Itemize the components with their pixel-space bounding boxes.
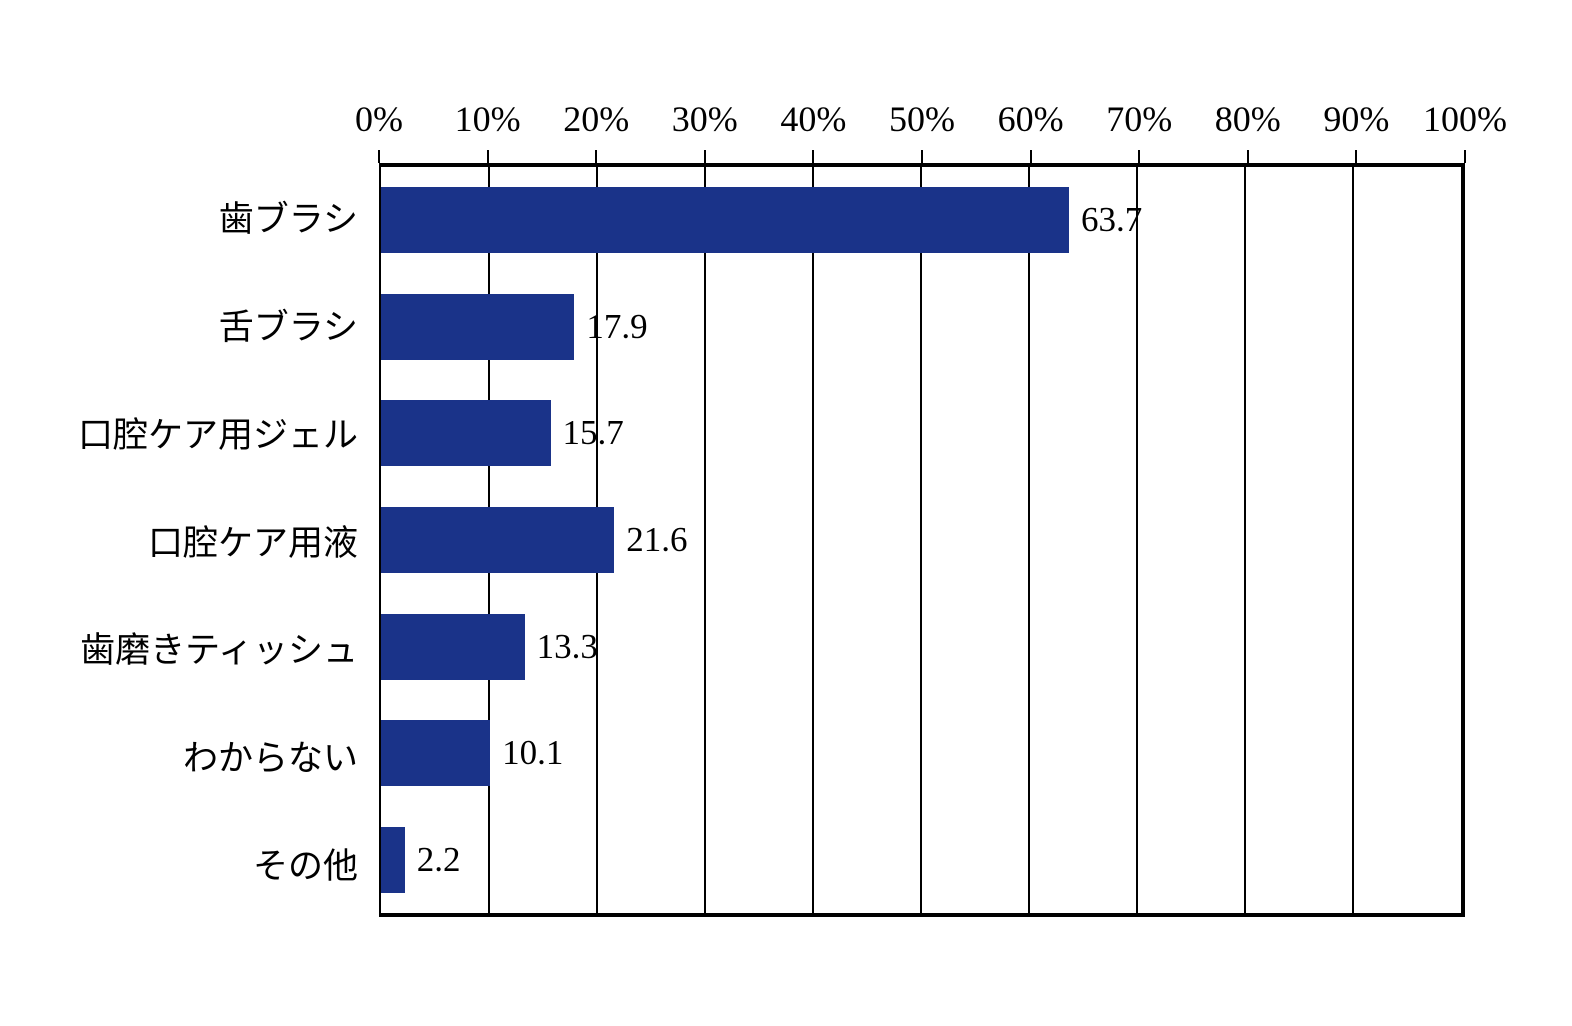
category-label: 舌ブラシ — [218, 308, 358, 348]
bar-row: 2.2 — [381, 806, 1461, 913]
bar-value-label: 21.6 — [626, 520, 688, 560]
gridline — [920, 167, 922, 913]
x-axis-tick-label: 0% — [355, 99, 403, 139]
x-axis-tick-label: 30% — [671, 99, 738, 139]
bar-value-label: 2.2 — [416, 839, 461, 879]
x-axis-tick — [486, 150, 489, 163]
bar-rows: 63.7 17.9 15.7 21.6 13.3 10.1 2.2 — [381, 167, 1461, 913]
x-axis-tick-label: 80% — [1214, 99, 1281, 139]
x-axis-tick — [1246, 150, 1249, 163]
x-axis-tick-label: 70% — [1106, 99, 1173, 139]
bar — [381, 720, 491, 787]
bar-row: 13.3 — [381, 593, 1461, 700]
bar — [381, 613, 525, 680]
category-label: わからない — [182, 738, 358, 778]
x-axis-tick — [703, 150, 706, 163]
bar-row: 15.7 — [381, 380, 1461, 487]
plot-area: 63.7 17.9 15.7 21.6 13.3 10.1 2.2 — [379, 163, 1465, 917]
gridline — [1136, 167, 1138, 913]
bar-row: 63.7 — [381, 167, 1461, 274]
x-axis-tick — [1138, 150, 1141, 163]
x-axis-tick — [1355, 150, 1358, 163]
gridline — [1028, 167, 1030, 913]
gridline — [704, 167, 706, 913]
x-axis-tick-label: 40% — [780, 99, 847, 139]
bar — [381, 293, 575, 360]
x-axis-tick-labels: 0% 10% 20% 30% 40% 50% 60% 70% 80% 90% 100% — [355, 96, 1507, 142]
x-axis-tick — [1029, 150, 1032, 163]
x-axis-tick-label: 50% — [889, 99, 955, 139]
category-axis: 歯ブラシ舌ブラシ口腔ケア用ジェル口腔ケア用液歯磨きティッシュわからないその他 — [0, 163, 358, 917]
category-label: 歯ブラシ — [218, 200, 358, 240]
x-axis-ticks — [378, 150, 1466, 163]
category-label: その他 — [252, 846, 358, 886]
bar — [381, 826, 405, 893]
bar-value-label: 13.3 — [536, 626, 598, 666]
gridline — [1352, 167, 1354, 913]
gridline — [812, 167, 814, 913]
x-axis-tick-label: 10% — [454, 99, 521, 139]
bar-row: 21.6 — [381, 487, 1461, 594]
x-axis-tick — [595, 150, 598, 163]
bar-value-label: 10.1 — [502, 733, 564, 773]
x-axis-tick-label: 20% — [563, 99, 630, 139]
x-axis-tick — [812, 150, 815, 163]
bar — [381, 507, 615, 574]
gridline — [1244, 167, 1246, 913]
bar-row: 17.9 — [381, 274, 1461, 381]
x-axis-tick — [1464, 150, 1466, 163]
bar-row: 10.1 — [381, 700, 1461, 807]
x-axis-tick-label: 90% — [1323, 99, 1390, 139]
bar — [381, 400, 551, 467]
x-axis-tick-label: 100% — [1423, 99, 1507, 139]
bar-value-label: 63.7 — [1080, 200, 1143, 240]
x-axis-tick-label: 60% — [997, 99, 1064, 139]
category-label: 口腔ケア用ジェル — [77, 415, 358, 455]
category-label: 口腔ケア用液 — [147, 523, 358, 563]
category-label: 歯磨きティッシュ — [80, 631, 358, 671]
bar-value-label: 17.9 — [586, 306, 648, 346]
bar — [381, 187, 1069, 254]
bar-value-label: 15.7 — [562, 413, 624, 453]
x-axis-tick — [378, 150, 380, 163]
x-axis-tick — [921, 150, 923, 163]
